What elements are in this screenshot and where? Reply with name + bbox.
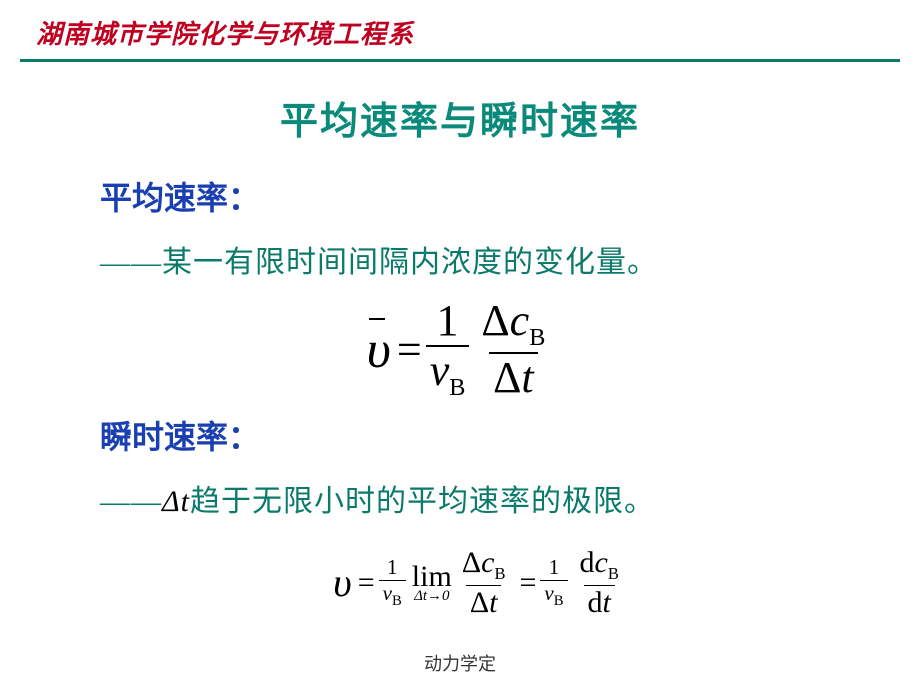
subscript-b: B — [449, 374, 465, 401]
num-one: 1 — [545, 557, 564, 580]
equals-sign: = — [519, 566, 536, 600]
coefficient-fraction: 1 νB — [426, 299, 470, 400]
inst-rate-heading: 瞬时速率： — [100, 412, 920, 458]
avg-rate-formula: υ = 1 νB ΔcB Δt — [0, 299, 920, 400]
subscript-b: B — [392, 593, 402, 609]
t-symbol: t — [603, 586, 611, 619]
coefficient-fraction: 1 νB — [379, 557, 406, 609]
subscript-b: B — [494, 564, 505, 583]
subscript-b: B — [608, 564, 619, 583]
delta-symbol: Δ — [493, 353, 521, 402]
delta-symbol: Δ — [462, 546, 481, 579]
inst-rate-formula: υ = 1 νB lim Δt→0 ΔcB Δt = 1 νB — [0, 538, 920, 618]
slide-title: 平均速率与瞬时速率 — [0, 90, 920, 145]
avg-rate-description: ——某一有限时间间隔内浓度的变化量。 — [100, 237, 920, 281]
delta-symbol: Δ — [470, 586, 489, 619]
d-symbol: d — [588, 586, 603, 619]
c-symbol: c — [595, 546, 608, 579]
lim-subscript: Δt→0 — [414, 590, 449, 604]
nu-symbol: ν — [383, 581, 392, 605]
desc-suffix: 趋于无限小时的平均速率的极限。 — [190, 485, 655, 518]
header-text: 湖南城市学院化学与环境工程系 — [36, 20, 414, 49]
slide-footer: 动力学定 — [0, 650, 920, 676]
t-symbol: t — [521, 353, 533, 402]
coefficient-fraction: 1 νB — [540, 557, 567, 609]
nu-symbol: ν — [544, 581, 553, 605]
delta-t-inline: Δt — [162, 485, 190, 518]
nu-symbol: ν — [430, 346, 450, 395]
num-one: 1 — [383, 557, 402, 580]
upsilon-symbol: υ — [333, 559, 352, 606]
equals-sign: = — [397, 324, 422, 375]
delta-c-over-delta-t: ΔcB Δt — [477, 299, 549, 400]
equals-sign: = — [358, 566, 375, 600]
upsilon-bar: υ — [367, 320, 391, 380]
inst-rate-description: ——Δt趋于无限小时的平均速率的极限。 — [100, 476, 920, 520]
num-one: 1 — [433, 299, 463, 345]
divider-line — [20, 59, 900, 62]
c-symbol: c — [510, 296, 530, 345]
delta-symbol: Δ — [481, 296, 509, 345]
subscript-b: B — [529, 324, 545, 351]
d-symbol: d — [580, 546, 595, 579]
lim-text: lim — [412, 563, 452, 590]
limit-operator: lim Δt→0 — [412, 563, 452, 604]
avg-rate-heading: 平均速率： — [100, 173, 920, 219]
dc-over-dt: dcB dt — [576, 548, 623, 618]
subscript-b: B — [554, 593, 564, 609]
c-symbol: c — [481, 546, 494, 579]
desc-prefix: —— — [100, 485, 162, 518]
t-symbol: t — [489, 586, 497, 619]
delta-c-over-delta-t: ΔcB Δt — [458, 548, 510, 618]
department-header: 湖南城市学院化学与环境工程系 — [0, 0, 920, 59]
